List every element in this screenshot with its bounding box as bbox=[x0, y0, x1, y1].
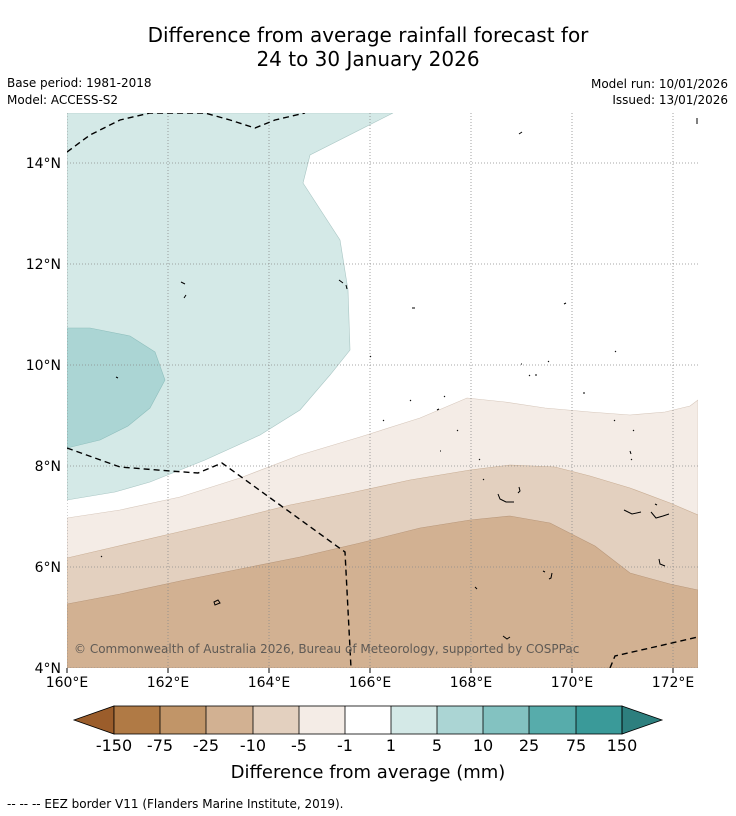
title-line-2: 24 to 30 January 2026 bbox=[256, 47, 480, 71]
islands bbox=[100, 118, 698, 640]
eez-legend-note: -- -- -- EEZ border V11 (Flanders Marine… bbox=[7, 797, 344, 811]
colorbar-label: 5 bbox=[432, 736, 442, 755]
lat-label-4n: 4°N bbox=[35, 661, 61, 677]
longitude-labels: 160°E 162°E 164°E 166°E 168°E 170°E 172°… bbox=[46, 675, 695, 691]
band-minus10-minus25 bbox=[67, 515, 698, 668]
lon-label-162e: 162°E bbox=[147, 675, 190, 691]
colorbar-swatch-11 bbox=[576, 706, 622, 734]
colorbar-frame bbox=[113, 705, 623, 735]
colorbar-swatch-2 bbox=[160, 706, 206, 734]
lon-label-166e: 166°E bbox=[349, 675, 392, 691]
colorbar-swatch-10 bbox=[529, 706, 576, 734]
gridlines bbox=[67, 113, 698, 668]
band-plus5-plus10 bbox=[67, 327, 166, 449]
colorbar-title: Difference from average (mm) bbox=[231, 762, 506, 783]
colorbar-label: -25 bbox=[193, 736, 219, 755]
colorbar-swatch-1 bbox=[114, 706, 160, 734]
colorbar-swatch-3 bbox=[206, 706, 253, 734]
model-name: Model: ACCESS-S2 bbox=[7, 93, 119, 107]
base-period: Base period: 1981-2018 bbox=[7, 76, 152, 90]
colorbar-label: -10 bbox=[240, 736, 266, 755]
colorbar-arrow-low bbox=[72, 705, 115, 735]
lon-label-172e: 172°E bbox=[652, 675, 695, 691]
lon-label-170e: 170°E bbox=[551, 675, 594, 691]
eez-borders bbox=[67, 113, 698, 668]
lat-label-14n: 14°N bbox=[26, 156, 61, 172]
lat-label-10n: 10°N bbox=[26, 358, 61, 374]
lon-label-164e: 164°E bbox=[248, 675, 291, 691]
map-plot-area: © Commonwealth of Australia 2026, Bureau… bbox=[67, 113, 698, 668]
colorbar-label: -75 bbox=[147, 736, 173, 755]
colorbar-swatch-6 bbox=[345, 706, 391, 734]
lon-label-160e: 160°E bbox=[46, 675, 89, 691]
axis-ticks bbox=[66, 668, 674, 673]
colorbar-label: 150 bbox=[607, 736, 638, 755]
lat-label-12n: 12°N bbox=[26, 257, 61, 273]
colorbar-swatch-9 bbox=[483, 706, 529, 734]
colorbar-label: -150 bbox=[96, 736, 132, 755]
colorbar-label: 10 bbox=[473, 736, 493, 755]
colorbar-swatch-7 bbox=[391, 706, 437, 734]
colorbar-label: 25 bbox=[519, 736, 539, 755]
colorbar-label: -5 bbox=[291, 736, 307, 755]
colorbar-swatch-8 bbox=[437, 706, 483, 734]
issued-date: Issued: 13/01/2026 bbox=[612, 93, 728, 107]
lat-label-8n: 8°N bbox=[35, 459, 61, 475]
title-line-1: Difference from average rainfall forecas… bbox=[147, 23, 589, 47]
lat-label-6n: 6°N bbox=[35, 560, 61, 576]
colorbar-label: 75 bbox=[566, 736, 586, 755]
colorbar-labels: -150 -75 -25 -10 -5 -1 1 5 10 25 75 150 bbox=[96, 736, 637, 755]
eez-border-north bbox=[67, 113, 306, 153]
copyright-notice: © Commonwealth of Australia 2026, Bureau… bbox=[74, 642, 579, 656]
colorbar-label: 1 bbox=[386, 736, 396, 755]
latitude-labels: 4°N 6°N 8°N 10°N 12°N 14°N bbox=[26, 156, 61, 677]
eez-border-west bbox=[67, 447, 352, 668]
colorbar-swatch-4 bbox=[253, 706, 299, 734]
colorbar-swatch-5 bbox=[299, 706, 345, 734]
eez-border-southeast bbox=[609, 636, 698, 668]
colorbar-label: -1 bbox=[337, 736, 353, 755]
colorbar: -150 -75 -25 -10 -5 -1 1 5 10 25 75 150 … bbox=[72, 705, 664, 783]
model-run: Model run: 10/01/2026 bbox=[590, 77, 728, 91]
lon-label-168e: 168°E bbox=[450, 675, 493, 691]
colorbar-arrow-high bbox=[621, 705, 664, 735]
